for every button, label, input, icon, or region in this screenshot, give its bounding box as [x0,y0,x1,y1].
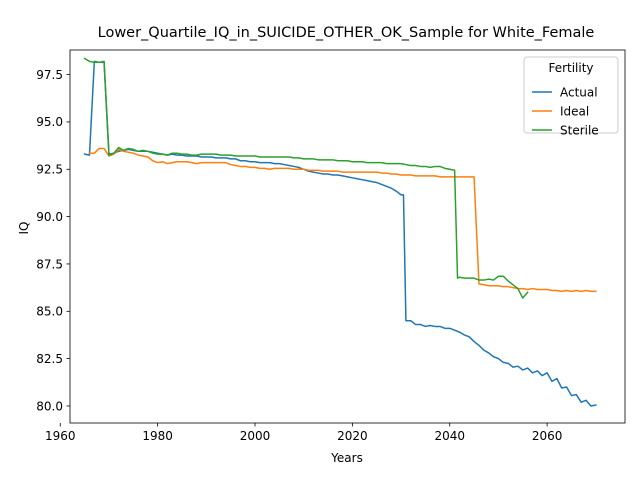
series-line-ideal [88,147,597,293]
legend: Fertility Actual Ideal Sterile [523,56,619,137]
y-tick-label: 80.0 [36,399,63,413]
legend-title: Fertility [548,61,593,75]
y-tick-label: 90.0 [36,210,63,224]
legend-box [523,56,619,134]
plot-area: 1960 1980 2000 2020 2040 2060 80.0 82.5 85.0 87.5… [36,49,626,443]
legend-label-sterile: Sterile [560,123,599,137]
legend-label-ideal: Ideal [560,104,589,118]
y-tick-label: 95.0 [36,115,63,129]
chart-title: Lower_Quartile_IQ_in_SUICIDE_OTHER_OK_Sa… [98,25,595,41]
y-axis-label: IQ [17,222,31,235]
x-tick-label: 1960 [45,429,76,443]
legend-label-actual: Actual [560,85,598,99]
x-tick-label: 2040 [434,429,465,443]
y-tick-label: 87.5 [36,257,63,271]
x-tick-label: 1980 [142,429,173,443]
x-tick-label: 2000 [240,429,271,443]
y-tick-label: 97.5 [36,68,63,82]
axes-frame [69,49,626,424]
y-tick-label: 92.5 [36,163,63,177]
y-tick-label: 82.5 [36,352,63,366]
x-tick-label: 2020 [337,429,368,443]
series-line-sterile [83,57,529,299]
x-tick-label: 2060 [532,429,563,443]
y-tick-label: 85.0 [36,305,63,319]
x-axis-label: Years [330,451,363,465]
